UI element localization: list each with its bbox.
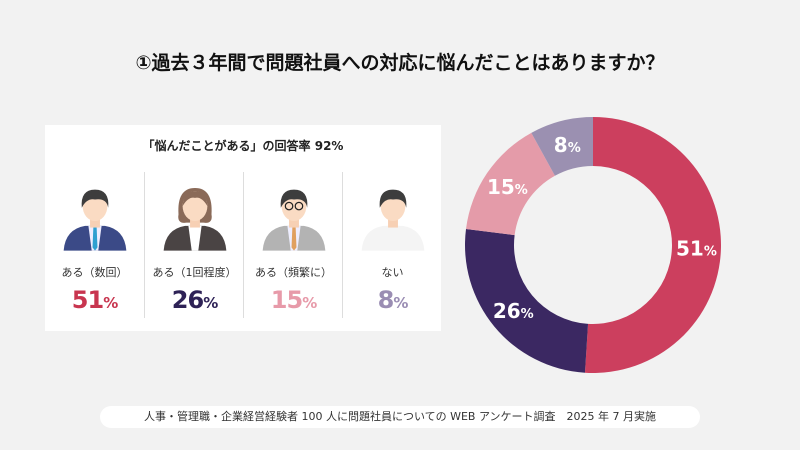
answer-label: ある（頻繁に） — [255, 266, 332, 279]
percentage-value: 15 — [270, 286, 303, 314]
answer-column: ある（数回） 51% — [45, 172, 144, 318]
page-title: ①過去３年間で問題社員への対応に悩んだことはありますか？ — [135, 52, 665, 74]
percent-unit: % — [203, 294, 218, 312]
slice-label: 15% — [487, 175, 528, 199]
answer-label: ある（数回） — [61, 266, 128, 279]
donut-slice — [466, 132, 555, 236]
card-title: 「悩んだことがある」の回答率 92% — [142, 139, 344, 153]
percent-unit: % — [393, 294, 408, 312]
slice-label: 26% — [493, 299, 534, 323]
donut-slice — [584, 117, 721, 373]
summary-card: 「悩んだことがある」の回答率 92% ある（数回） 51% ある（1回程度） 2… — [45, 125, 441, 331]
answer-percentage: 51% — [45, 286, 144, 314]
answer-label: ない — [381, 266, 404, 279]
slice-label: 51% — [676, 236, 717, 260]
percent-unit: % — [302, 294, 317, 312]
donut-slice — [464, 228, 589, 373]
answer-column: ある（頻繁に） 15% — [243, 172, 343, 318]
answer-percentage: 8% — [343, 286, 442, 314]
answer-column: ない 8% — [342, 172, 442, 318]
person-icon — [361, 189, 424, 251]
man-glasses-icon — [262, 189, 325, 251]
percentage-value: 8 — [377, 286, 395, 314]
donut-slice — [531, 117, 593, 176]
businesswoman-icon — [163, 187, 226, 251]
percentage-value: 26 — [171, 286, 204, 314]
donut-chart: 51% 26% 15% 8% — [464, 117, 721, 373]
percent-unit: % — [103, 294, 118, 312]
slice-label: 8% — [554, 133, 581, 157]
answer-percentage: 26% — [145, 286, 244, 314]
footer-note: 人事・管理職・企業経営経験者 100 人に問題社員についての WEB アンケート… — [100, 406, 700, 428]
answer-label: ある（1回程度） — [152, 266, 237, 279]
answer-percentage: 15% — [244, 286, 343, 314]
percentage-value: 51 — [71, 286, 104, 314]
businessman-icon — [63, 189, 126, 251]
answer-column: ある（1回程度） 26% — [144, 172, 244, 318]
